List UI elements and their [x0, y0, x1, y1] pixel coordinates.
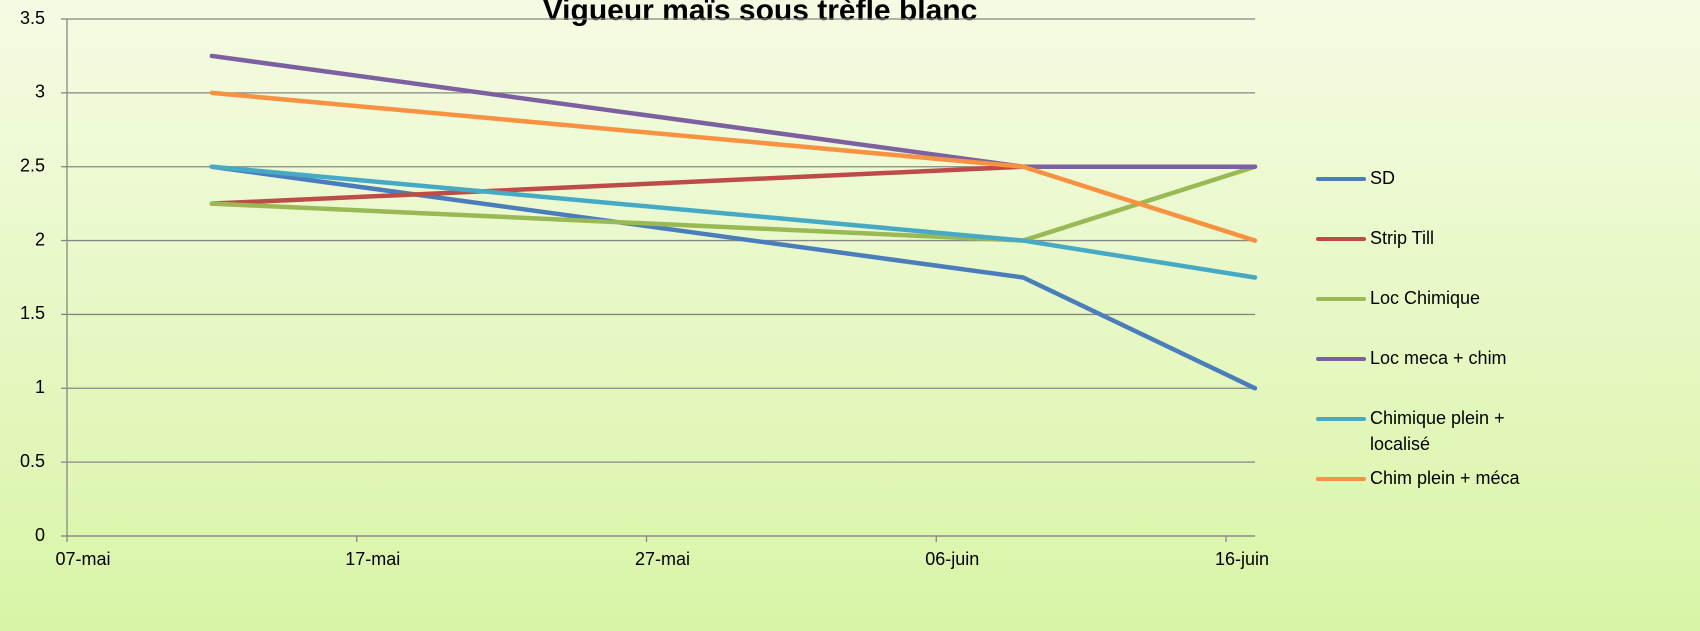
legend-entry: Loc meca + chim: [1316, 345, 1546, 405]
y-tick-label: 3: [35, 82, 45, 102]
legend-swatch: [1316, 477, 1366, 481]
y-tick-label: 2: [35, 229, 45, 249]
legend-label: Loc meca + chim: [1370, 348, 1507, 368]
legend-label: Chim plein + méca: [1370, 468, 1520, 488]
legend-entry: Strip Till: [1316, 225, 1546, 285]
x-tick-label: 16-juin: [1215, 549, 1269, 569]
chart-title: Vigueur maïs sous trèfle blanc: [543, 0, 978, 27]
y-tick-label: 2.5: [20, 155, 45, 175]
legend-swatch: [1316, 417, 1366, 421]
series-line: [209, 164, 1258, 280]
x-tick-label: 07-mai: [55, 549, 110, 569]
series-line: [209, 164, 1258, 206]
legend: SD Strip Till Loc Chimique Loc meca + chim C…: [1316, 165, 1546, 525]
y-tick-label: 0: [35, 525, 45, 545]
legend-entry: SD: [1316, 165, 1546, 225]
x-tick-label: 27-mai: [635, 549, 690, 569]
y-tick-label: 1: [35, 377, 45, 397]
y-tick-label: 3.5: [20, 8, 45, 28]
legend-label: Strip Till: [1370, 228, 1435, 248]
legend-entry: Loc Chimique: [1316, 285, 1546, 345]
legend-label: SD: [1370, 168, 1396, 188]
legend-swatch: [1316, 237, 1366, 241]
legend-entry: Chim plein + méca: [1316, 465, 1546, 525]
legend-label: Loc Chimique: [1370, 288, 1481, 308]
y-tick-label: 1.5: [20, 303, 45, 323]
legend-swatch: [1316, 297, 1366, 301]
series-line: [209, 164, 1258, 391]
x-tick-label: 17-mai: [345, 549, 400, 569]
y-tick-label: 0.5: [20, 451, 45, 471]
legend-swatch: [1316, 177, 1366, 181]
series-line: [209, 90, 1258, 243]
legend-swatch: [1316, 357, 1366, 361]
legend-label: Chimique plein + localisé: [1370, 408, 1505, 454]
x-tick-label: 06-juin: [925, 549, 979, 569]
legend-entry: Chimique plein + localisé: [1316, 405, 1546, 465]
series-line: [209, 53, 1258, 169]
